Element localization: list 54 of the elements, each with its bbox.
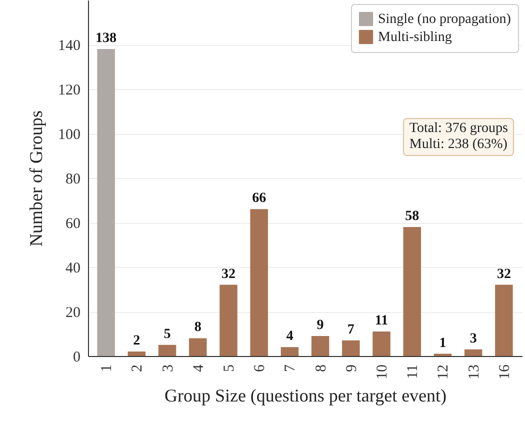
data-label: 4 [286,329,294,344]
data-label: 9 [316,318,324,333]
x-tick-label: 10 [374,364,391,380]
x-tick-label: 6 [252,364,268,372]
data-label: 7 [347,322,354,338]
data-label: 32 [221,266,236,282]
data-label: 8 [194,320,202,336]
x-tick-label: 2 [130,364,146,372]
x-tick-label: 12 [436,364,452,380]
bar [280,347,299,356]
x-tick-label: 9 [344,364,360,372]
bar [464,349,482,356]
bar [342,340,360,356]
x-tick-label: 3 [160,364,176,372]
y-tick-label: 60 [66,216,80,232]
x-tick-label: 1 [99,364,116,372]
x-axis-title: Group Size (questions per target event) [164,386,447,406]
data-label: 58 [405,208,420,224]
data-label: 66 [252,191,266,206]
legend-label: Single (no propagation) [378,12,512,27]
y-tick-label: 140 [58,38,80,54]
y-axis-title: Number of Groups [26,110,46,246]
y-tick-label: 120 [58,82,80,98]
x-tick-label: 11 [405,364,422,379]
x-tick-label: 16 [496,364,513,380]
y-tick-label: 40 [66,260,80,276]
bar [97,48,115,356]
bar [311,336,330,356]
x-tick-label: 5 [221,364,238,372]
x-tick-label: 8 [313,364,330,372]
data-label: 11 [374,314,388,329]
bar [250,209,268,356]
x-tick-label: 13 [466,364,482,380]
y-tick-label: 20 [66,305,80,321]
data-label: 3 [470,331,477,346]
bar [158,344,176,356]
y-tick-label: 100 [58,127,80,143]
bar [372,332,390,356]
bar [189,338,207,356]
x-tick-label: 7 [282,364,299,372]
bar [403,226,421,356]
legend-label: Multi-sibling [378,30,452,45]
bar [220,284,238,356]
data-label: 2 [133,334,140,349]
annotation: Total: 376 groups Multi: 238 (63%) [403,118,514,156]
y-tick-label: 80 [66,172,80,188]
bar [495,284,513,356]
data-label: 1 [439,336,446,351]
x-tick-label: 4 [190,364,207,372]
data-label: 138 [96,30,117,46]
data-label: 32 [496,266,511,282]
y-tick-label: 0 [73,350,80,366]
data-label: 5 [164,326,171,342]
bar [128,352,146,356]
